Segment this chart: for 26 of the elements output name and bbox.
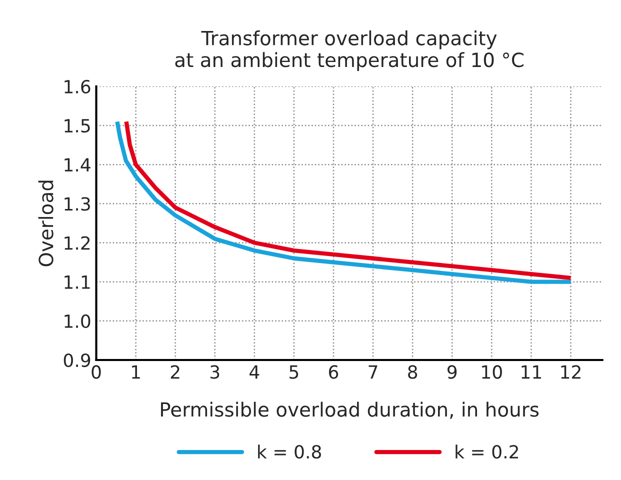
y-tick-label: 1.4	[64, 158, 90, 172]
x-tick-label: 5	[290, 365, 298, 379]
y-tick-label: 1.2	[64, 236, 90, 250]
x-tick-label: 4	[250, 365, 260, 379]
y-tick-label: 1.1	[64, 276, 90, 289]
legend-label: k = 0.8	[258, 444, 321, 459]
x-tick-label: 2	[170, 365, 180, 379]
y-tick-label: 1.0	[64, 314, 90, 328]
x-tick-label: 12	[561, 365, 580, 379]
legend-label: k = 0.2	[456, 444, 518, 459]
x-tick-label: 7	[368, 365, 378, 379]
x-tick-label: 10	[482, 365, 502, 379]
y-tick-label: 0.9	[64, 353, 90, 368]
x-tick-label: 8	[408, 365, 418, 379]
x-tick-label: 9	[448, 365, 457, 379]
x-tick-label: 1	[132, 365, 140, 379]
y-tick-label: 1.3	[64, 197, 90, 211]
y-axis-title: Overload	[38, 180, 54, 266]
x-axis-title: Permissible overload duration, in hours	[161, 402, 539, 419]
x-tick-label: 6	[329, 365, 338, 379]
y-tick-label: 1.6	[64, 80, 90, 94]
chart-title: Transformer overload capacity at an ambient temperature of 10 °C	[175, 30, 524, 71]
x-tick-label: 3	[210, 365, 220, 379]
x-tick-label: 11	[522, 365, 542, 379]
x-tick-label: 0	[92, 365, 101, 379]
y-tick-label: 1.5	[64, 119, 90, 133]
